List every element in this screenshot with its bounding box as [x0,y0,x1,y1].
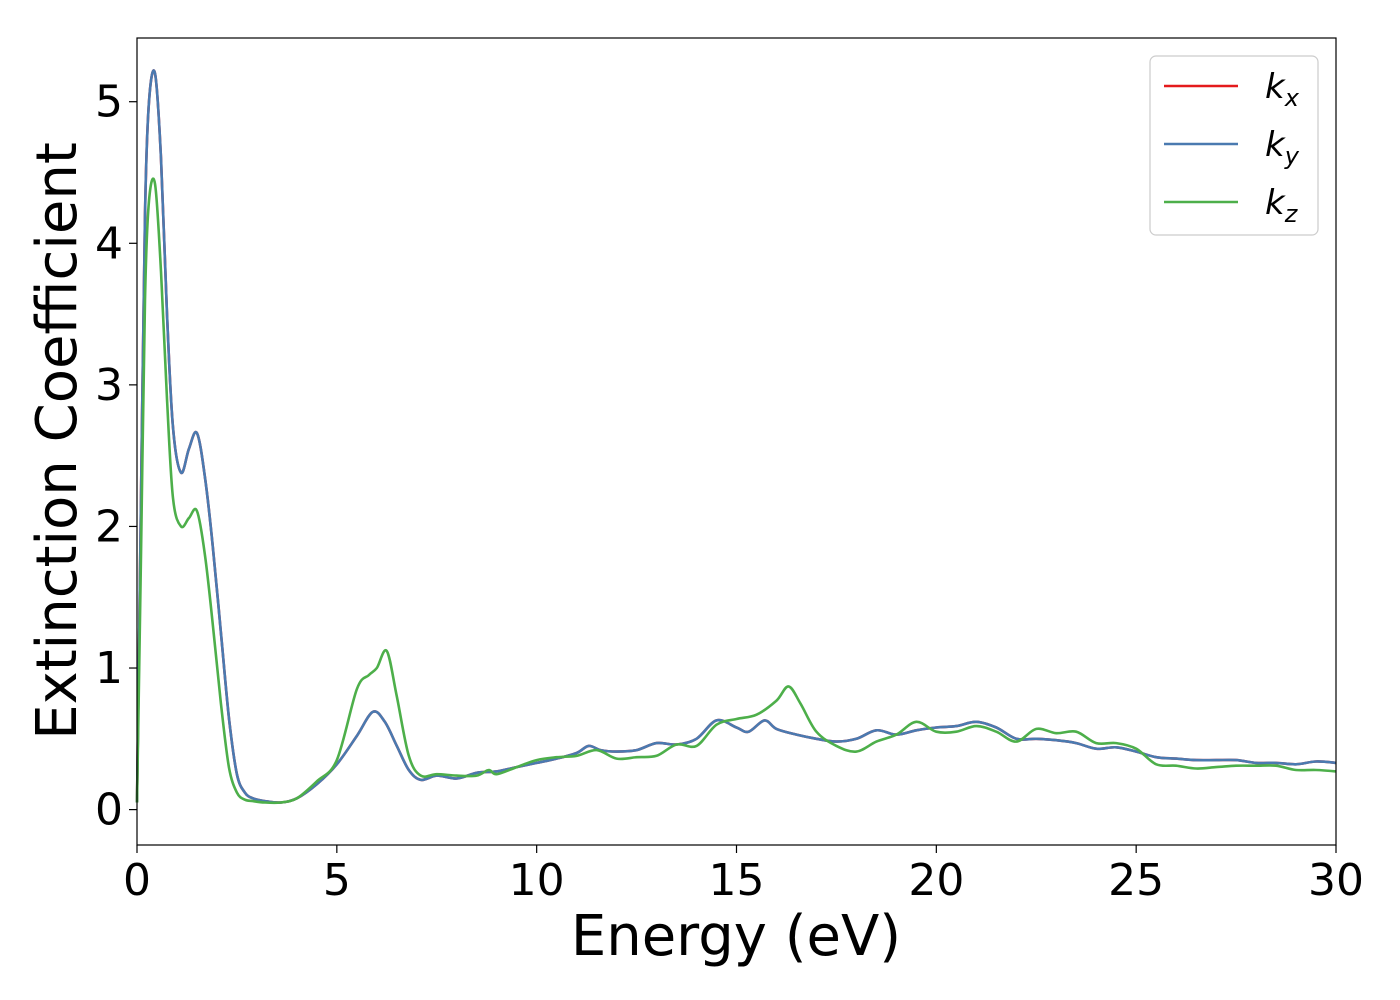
x-axis-ticks: 0 5 10 15 20 25 30 [123,845,1364,906]
legend-box [1149,55,1319,236]
x-tick-label: 0 [123,855,151,906]
legend: kx ky kz [1149,55,1319,236]
legend-label-ky: ky [1265,125,1300,170]
x-tick-label: 25 [1108,855,1164,906]
y-axis-ticks: 0 1 2 3 4 5 [95,77,137,836]
plot-lines [135,69,1337,805]
x-tick-label: 5 [323,855,351,906]
y-tick-label: 5 [95,77,123,128]
legend-label-kz: kz [1265,183,1299,228]
legend-label-kx: kx [1265,67,1300,112]
y-tick-label: 2 [95,501,123,552]
x-tick-label: 10 [509,855,565,906]
x-tick-label: 30 [1308,855,1364,906]
series-line-kz [135,177,1337,805]
y-tick-label: 4 [95,218,123,269]
x-tick-label: 15 [709,855,765,906]
y-tick-label: 0 [95,785,123,836]
y-axis-title: Extinction Coefficient [25,142,90,740]
series-line-ky [135,69,1337,804]
x-tick-label: 20 [908,855,964,906]
x-axis-title: Energy (eV) [571,904,901,969]
y-tick-label: 1 [95,643,123,694]
y-tick-label: 3 [95,360,123,411]
